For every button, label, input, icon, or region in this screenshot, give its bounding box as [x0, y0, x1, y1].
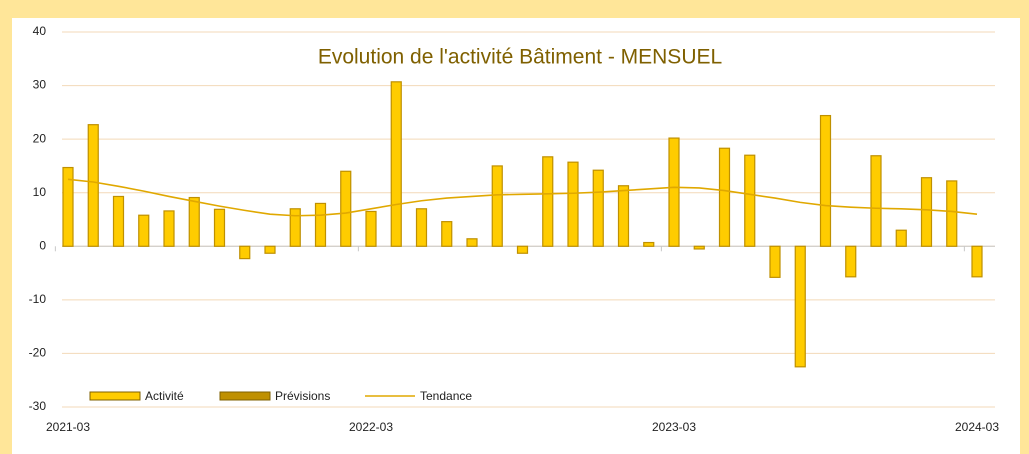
bar — [365, 210, 377, 247]
y-tick-label: 30 — [33, 78, 47, 92]
bar — [794, 245, 806, 368]
trend-line — [67, 178, 978, 217]
x-tick-label: 2024-03 — [955, 420, 999, 434]
bar — [718, 147, 731, 247]
y-tick-label: -10 — [29, 292, 47, 306]
bar — [466, 238, 478, 247]
bar — [264, 245, 276, 254]
bar — [415, 208, 428, 247]
bar — [668, 137, 680, 247]
bar — [112, 195, 125, 247]
bar — [693, 245, 705, 250]
bar — [188, 196, 200, 247]
y-tick-label: 40 — [33, 24, 47, 38]
bar — [895, 229, 907, 247]
x-tick-label: 2022-03 — [349, 420, 393, 434]
bar — [87, 124, 99, 247]
bar — [542, 156, 554, 247]
bar — [138, 214, 150, 247]
bar — [516, 245, 529, 254]
y-tick-label: 20 — [33, 131, 47, 145]
legend-label: Tendance — [420, 389, 472, 403]
legend-label: Prévisions — [275, 389, 330, 403]
bar — [870, 155, 882, 247]
chart-area — [12, 18, 1020, 454]
bar — [845, 245, 857, 278]
bar — [314, 202, 327, 247]
bar — [491, 165, 503, 247]
y-tick-label: 10 — [33, 185, 47, 199]
bar — [340, 170, 352, 247]
legend-label: Activité — [145, 389, 184, 403]
bar — [567, 161, 579, 247]
bar — [769, 245, 781, 278]
bar — [441, 221, 453, 247]
bar — [946, 180, 958, 247]
bar — [213, 208, 226, 247]
x-tick-label: 2021-03 — [46, 420, 90, 434]
bar — [62, 166, 74, 247]
x-tick-label: 2023-03 — [652, 420, 696, 434]
bar — [163, 210, 175, 247]
legend-swatch — [219, 391, 271, 401]
y-tick-label: -20 — [29, 346, 47, 360]
bar — [643, 241, 655, 247]
legend-swatch — [89, 391, 141, 401]
bar — [239, 245, 251, 260]
bar — [819, 114, 832, 247]
bar — [592, 169, 604, 247]
chart-title: Evolution de l'activité Bâtiment - MENSU… — [318, 46, 722, 69]
y-tick-label: 0 — [39, 238, 46, 252]
bar — [289, 208, 301, 247]
bar — [971, 245, 983, 278]
bar — [617, 185, 630, 247]
bar — [744, 154, 756, 247]
bar — [390, 81, 402, 247]
bar — [920, 177, 933, 247]
y-tick-label: -30 — [29, 399, 47, 413]
